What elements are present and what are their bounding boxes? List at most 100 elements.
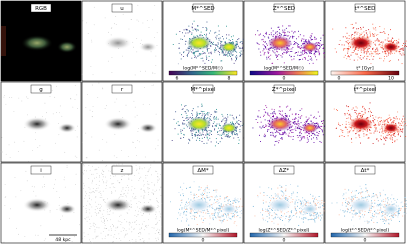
pixel bbox=[353, 196, 354, 197]
noise-dot bbox=[156, 212, 157, 213]
pixel bbox=[222, 36, 223, 37]
noise-dot bbox=[102, 238, 103, 239]
pixel bbox=[362, 107, 363, 108]
pixel bbox=[320, 128, 321, 129]
pixel bbox=[222, 114, 223, 115]
pixel bbox=[207, 137, 208, 138]
pixel bbox=[380, 209, 381, 210]
noise-dot bbox=[138, 128, 139, 129]
noise-dot bbox=[53, 188, 54, 189]
pixel bbox=[225, 41, 226, 42]
pixel bbox=[233, 138, 234, 139]
pixel bbox=[263, 219, 264, 220]
pixel bbox=[374, 33, 375, 34]
pixel bbox=[370, 115, 371, 116]
pixel bbox=[318, 207, 319, 208]
pixel bbox=[235, 134, 236, 135]
noise-dot bbox=[140, 177, 141, 178]
noise-dot bbox=[133, 47, 134, 48]
pixel bbox=[195, 136, 196, 137]
pixel bbox=[265, 135, 266, 136]
pixel bbox=[362, 214, 363, 215]
pixel bbox=[322, 131, 323, 132]
pixel bbox=[387, 135, 388, 136]
pixel bbox=[381, 58, 382, 59]
pixel bbox=[220, 49, 221, 50]
noise-dot bbox=[106, 218, 107, 219]
noise-dot bbox=[83, 188, 84, 189]
pixel bbox=[218, 214, 219, 215]
pixel bbox=[344, 212, 345, 213]
pixel bbox=[184, 206, 185, 207]
noise-dot bbox=[121, 150, 122, 151]
pixel bbox=[219, 212, 220, 213]
pixel bbox=[356, 54, 357, 55]
pixel bbox=[310, 215, 311, 216]
pixel bbox=[399, 49, 400, 50]
noise-dot bbox=[140, 234, 141, 235]
pixel bbox=[381, 135, 382, 136]
pixel bbox=[401, 48, 402, 49]
pixel bbox=[358, 193, 359, 194]
pixel bbox=[263, 50, 264, 51]
pixel bbox=[287, 116, 288, 117]
pixel bbox=[347, 42, 348, 43]
pixel bbox=[289, 217, 290, 218]
pixel bbox=[257, 43, 258, 44]
pixel bbox=[223, 38, 224, 39]
pixel bbox=[192, 133, 193, 134]
pixel bbox=[196, 57, 197, 58]
pixel bbox=[282, 132, 283, 133]
pixel bbox=[347, 211, 348, 212]
pixel bbox=[297, 186, 298, 187]
noise-dot bbox=[101, 221, 102, 222]
pixel bbox=[300, 126, 301, 127]
pixel bbox=[367, 36, 368, 37]
pixel bbox=[191, 49, 192, 50]
pixel bbox=[275, 114, 276, 115]
noise-dot bbox=[107, 181, 108, 182]
pixel bbox=[347, 203, 348, 204]
pixel bbox=[367, 51, 368, 52]
noise-dot bbox=[127, 185, 128, 186]
pixel bbox=[193, 52, 194, 53]
pixel bbox=[400, 210, 401, 211]
pixel bbox=[226, 215, 227, 216]
pixel bbox=[351, 192, 352, 193]
pixel bbox=[388, 34, 389, 35]
pixel bbox=[280, 114, 281, 115]
pixel bbox=[313, 215, 314, 216]
pixel bbox=[183, 137, 184, 138]
pixel bbox=[209, 112, 210, 113]
pixel bbox=[265, 209, 266, 210]
pixel bbox=[301, 47, 302, 48]
pixel bbox=[372, 48, 373, 49]
pixel bbox=[231, 219, 232, 220]
pixel bbox=[365, 184, 366, 185]
pixel bbox=[295, 53, 296, 54]
pixel bbox=[182, 109, 183, 110]
pixel bbox=[209, 138, 210, 139]
pixel bbox=[399, 119, 400, 120]
pixel bbox=[404, 118, 405, 119]
pixel bbox=[397, 216, 398, 217]
pixel bbox=[240, 126, 241, 127]
pixel bbox=[283, 132, 284, 133]
panel: M*^SEDlog(M*^SED/M☉)68 bbox=[163, 1, 248, 82]
noise-dot bbox=[109, 214, 110, 215]
pixel bbox=[362, 33, 363, 34]
pixel bbox=[382, 124, 383, 125]
noise-dot bbox=[120, 240, 121, 241]
pixel bbox=[351, 199, 352, 200]
pixel bbox=[303, 39, 304, 40]
pixel bbox=[305, 200, 306, 201]
noise-dot bbox=[15, 196, 16, 197]
pixel bbox=[219, 40, 220, 41]
noise-dot bbox=[157, 32, 158, 33]
pixel bbox=[265, 105, 266, 106]
pixel bbox=[392, 137, 393, 138]
pixel bbox=[193, 108, 194, 109]
noise-dot bbox=[117, 227, 118, 228]
pixel bbox=[228, 203, 229, 204]
noise-dot bbox=[52, 90, 53, 91]
